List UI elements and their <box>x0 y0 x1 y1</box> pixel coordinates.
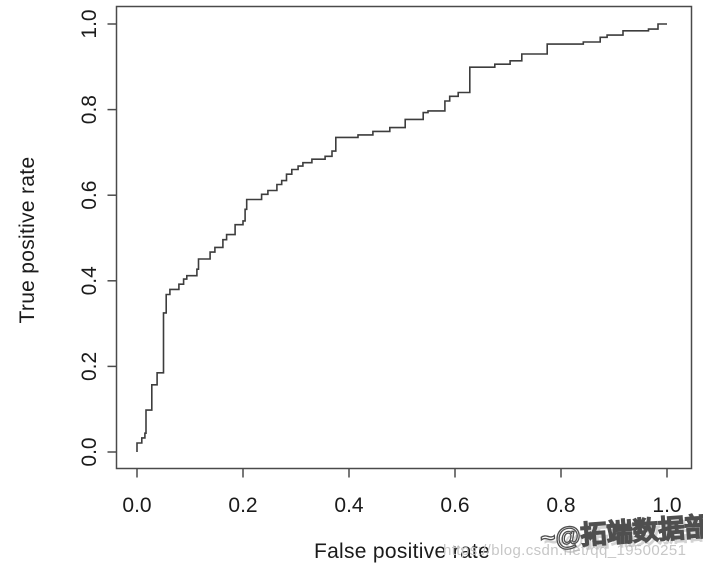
x-tick-label: 0.0 <box>122 494 151 517</box>
x-tick-label: 1.0 <box>652 494 681 517</box>
y-tick-label: 0.6 <box>78 181 101 210</box>
y-axis-title: True positive rate <box>16 156 39 324</box>
watermark-blog-url: https://blog.csdn.net/qq_19500251 <box>443 542 687 559</box>
x-tick-label: 0.2 <box>228 494 257 517</box>
y-tick-label: 0.2 <box>78 352 101 381</box>
x-tick-label: 0.4 <box>334 494 364 517</box>
roc-curve-line <box>136 23 667 452</box>
x-axis-title: False positive rate <box>313 540 491 563</box>
x-tick-label: 0.6 <box>440 494 469 517</box>
x-tick-label: 0.8 <box>546 494 575 517</box>
y-tick-label: 1.0 <box>78 9 101 38</box>
y-tick-label: 0.4 <box>78 266 101 296</box>
y-tick-label: 0.0 <box>78 437 101 466</box>
y-tick-label: 0.8 <box>78 95 101 124</box>
plot-box <box>115 5 693 470</box>
